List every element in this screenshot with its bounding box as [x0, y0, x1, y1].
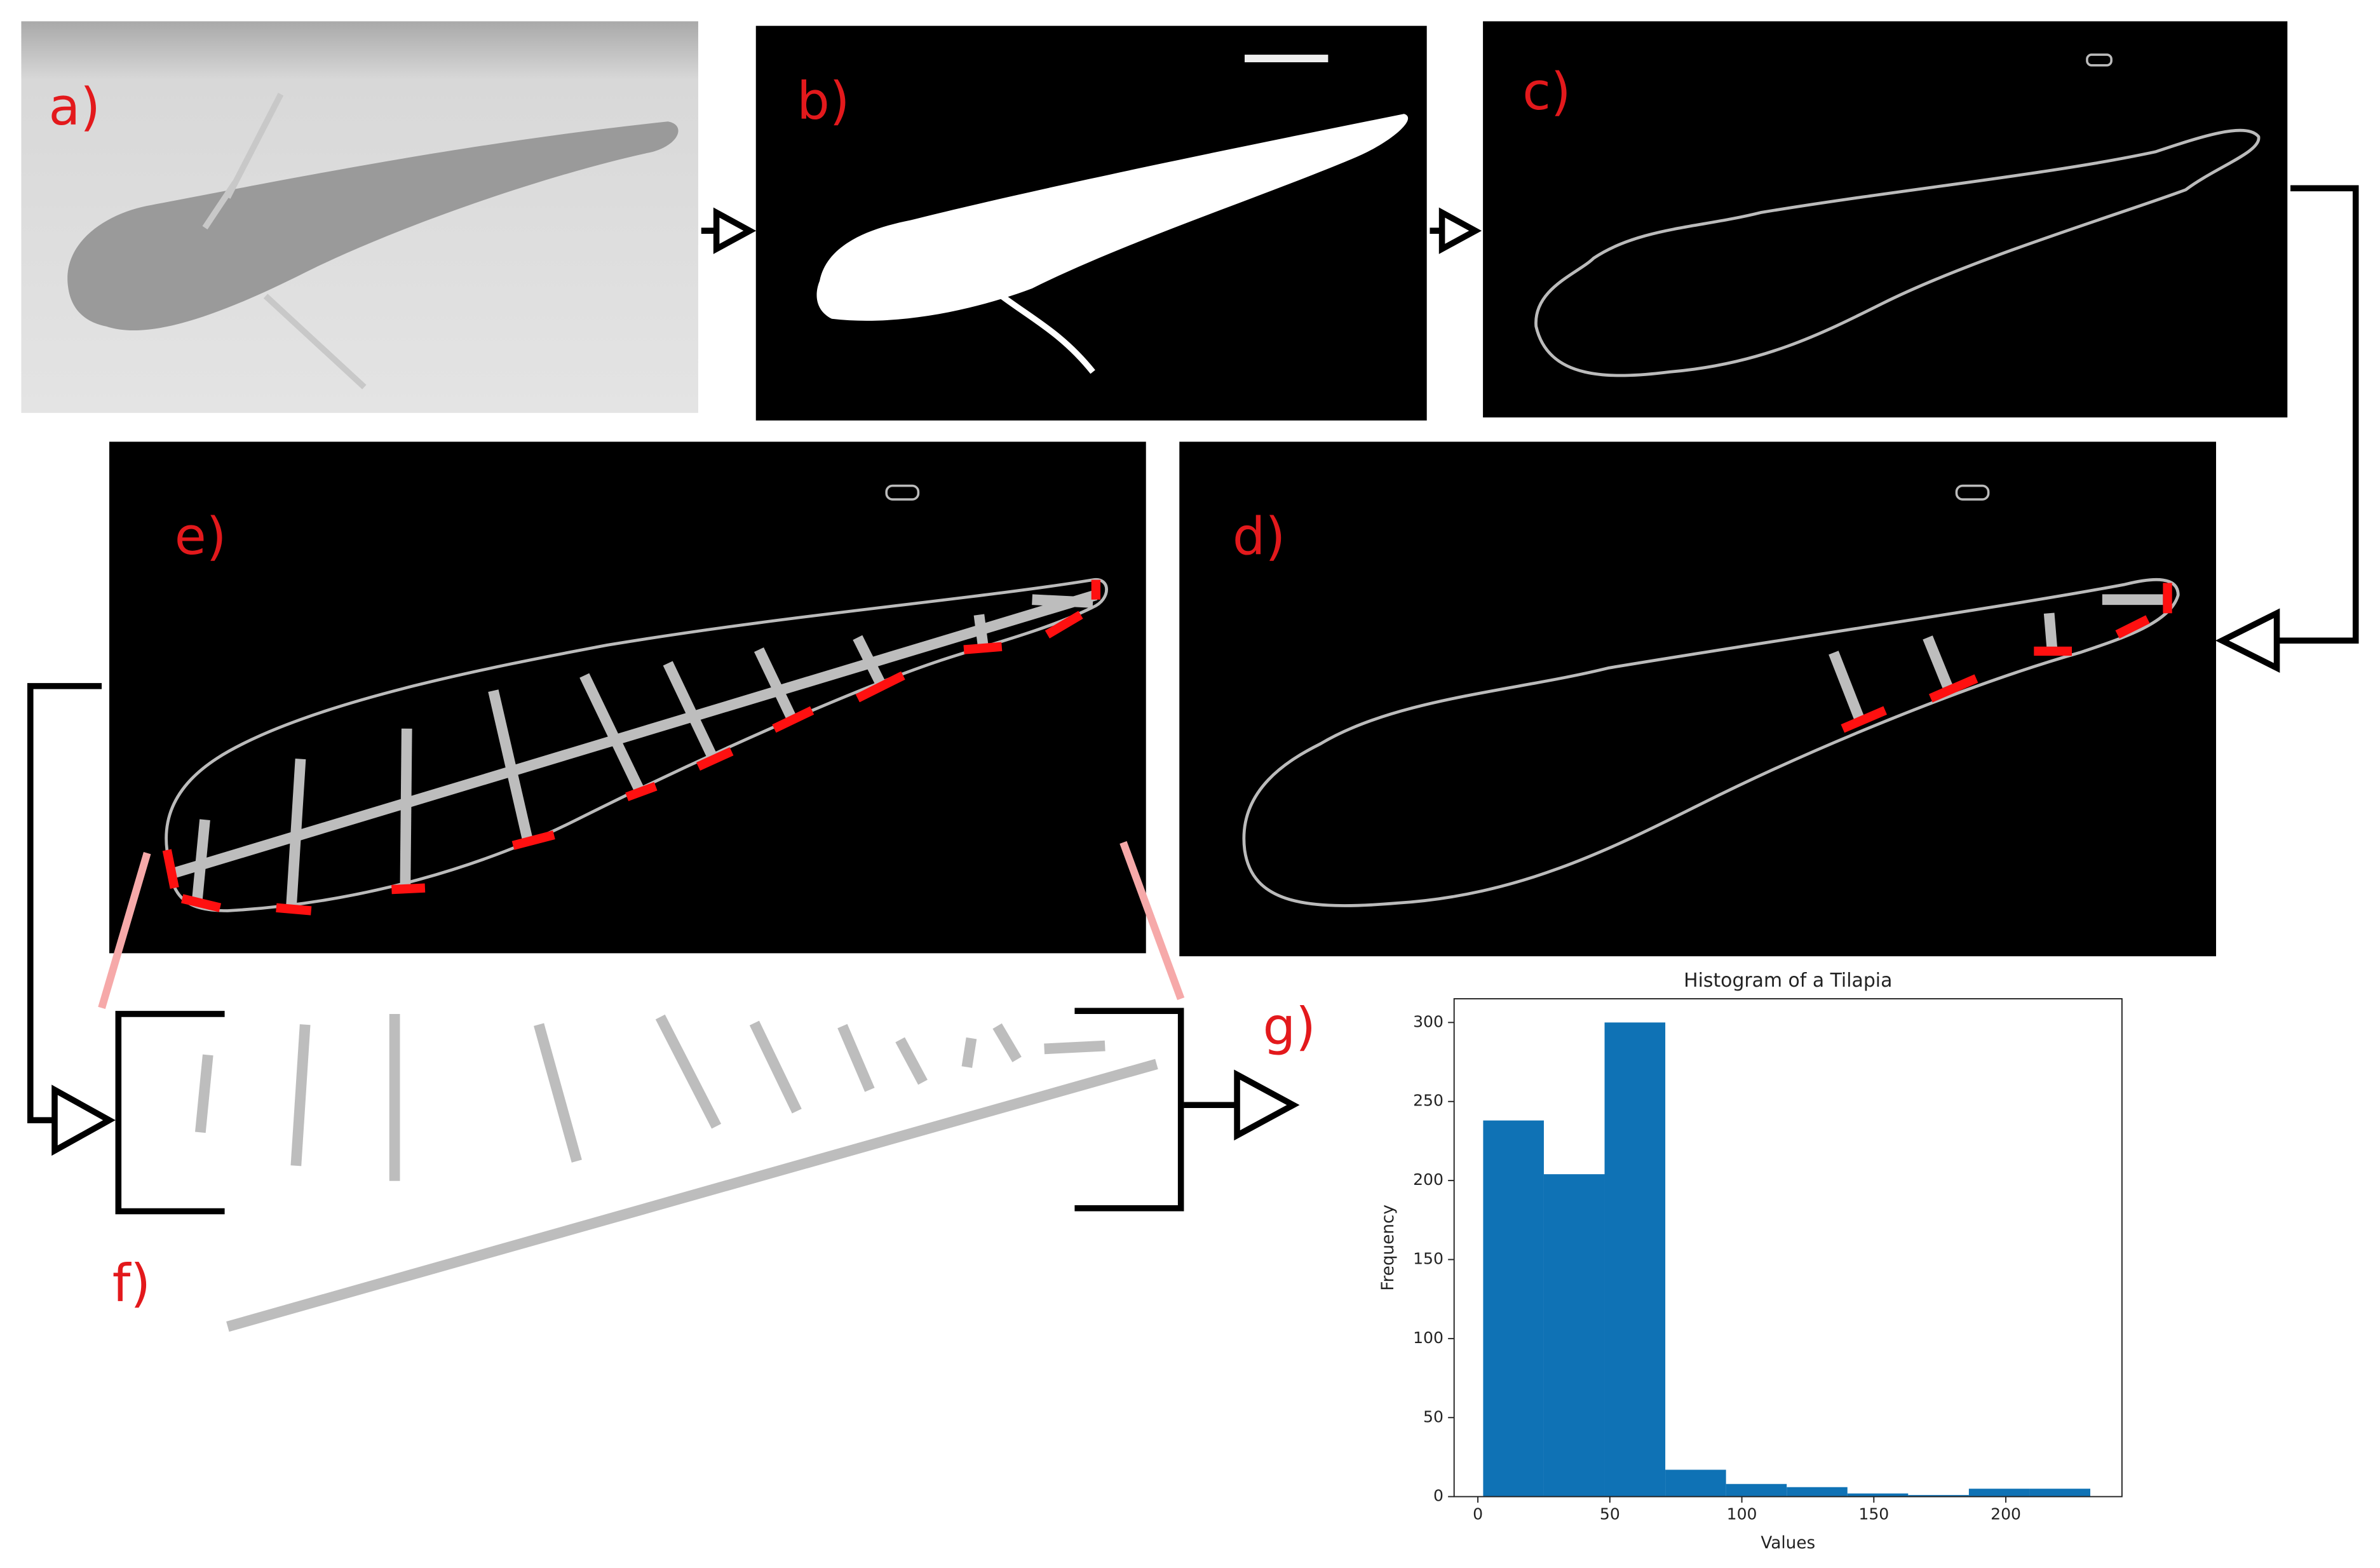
panel-d: d) — [1179, 442, 2216, 957]
y-tick-label: 200 — [1413, 1170, 1444, 1189]
bar — [1604, 1022, 1666, 1497]
panel-label: a) — [48, 78, 100, 137]
zoom-line — [98, 852, 151, 1010]
y-tick-label: 250 — [1413, 1092, 1444, 1110]
x-tick-label: 50 — [1600, 1504, 1620, 1523]
bar — [1665, 1470, 1726, 1497]
fish-contour — [1534, 128, 2261, 377]
connectors — [27, 185, 2359, 1156]
bar — [1726, 1484, 1787, 1497]
fish — [67, 121, 679, 330]
axes-frame — [1453, 998, 2123, 1497]
bar — [1908, 1495, 1969, 1497]
blob — [2086, 53, 2113, 67]
rods — [162, 579, 1101, 916]
bar — [1483, 1120, 1544, 1497]
rods — [195, 1013, 1158, 1332]
histogram: Histogram of a Tilapia Values Frequency … — [1379, 970, 2123, 1553]
blob — [1955, 484, 1990, 501]
y-tick-label: 50 — [1423, 1407, 1444, 1426]
x-axis-label: Values — [1761, 1534, 1815, 1553]
panel-label: g) — [1263, 997, 1316, 1057]
panel-c: c) — [1483, 21, 2288, 418]
y-tick-label: 100 — [1413, 1328, 1444, 1347]
y-tick-label: 0 — [1433, 1487, 1444, 1505]
fish-contour — [165, 578, 1108, 912]
measure-image — [1179, 442, 2216, 957]
panel-label: c) — [1522, 62, 1571, 122]
bar — [1543, 1174, 1605, 1497]
panel-b: b) — [755, 25, 1427, 421]
measure-image — [109, 442, 1146, 954]
panel-f: f) — [112, 1008, 1184, 1332]
panel-e: e) — [109, 442, 1146, 954]
noise — [1245, 55, 1329, 63]
x-tick-label: 150 — [1858, 1504, 1889, 1523]
fish-contour — [1242, 578, 2180, 907]
contour-image — [1483, 21, 2288, 418]
bar — [1787, 1487, 1848, 1497]
blob — [885, 484, 920, 501]
panel-label: b) — [797, 71, 849, 131]
chart-title: Histogram of a Tilapia — [1684, 970, 1892, 992]
y-tick-label: 150 — [1413, 1250, 1444, 1268]
panel-label: d) — [1233, 507, 1285, 567]
fins — [202, 92, 367, 389]
panel-a: a) — [21, 21, 698, 413]
panel-label: f) — [112, 1254, 151, 1313]
y-axis-label: Frequency — [1379, 1205, 1398, 1291]
zoom-line — [1119, 841, 1185, 1001]
y-tick-label: 300 — [1413, 1012, 1444, 1031]
x-tick-label: 200 — [1991, 1504, 2021, 1523]
x-tick-label: 0 — [1473, 1504, 1483, 1523]
panel-label: e) — [175, 507, 227, 567]
bar — [2029, 1489, 2091, 1497]
fish-mask — [816, 114, 1409, 321]
x-tick-label: 100 — [1727, 1504, 1757, 1523]
rods — [1829, 583, 2172, 733]
bar — [1847, 1493, 1909, 1497]
bar — [1968, 1489, 2030, 1497]
fin — [999, 294, 1095, 374]
